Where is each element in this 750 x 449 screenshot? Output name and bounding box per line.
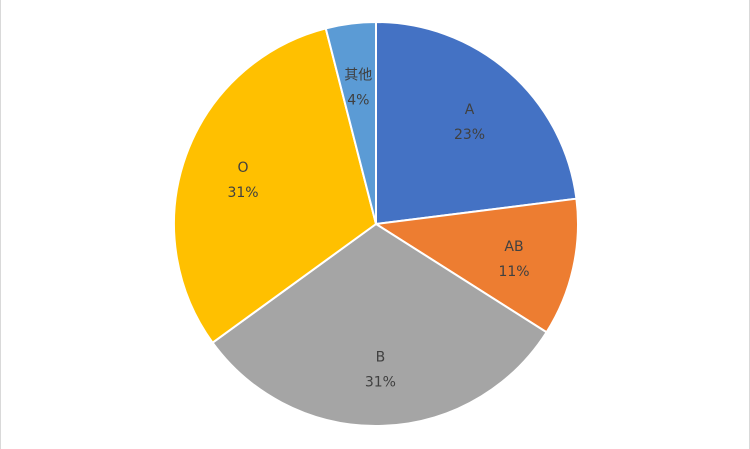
pie-slice-2 xyxy=(375,197,579,334)
pie-slices xyxy=(173,21,579,427)
pie-slice-3 xyxy=(211,223,548,427)
slice-category-label-5: 其他 xyxy=(344,68,372,84)
slice-category-label-4: O xyxy=(237,160,248,176)
slice-percent-label-1: 23% xyxy=(454,127,485,143)
pie-labels: A 23% AB 11% B 31% O 31% 其他 4% xyxy=(227,68,529,391)
pie-slice-1 xyxy=(375,21,578,225)
slice-percent-label-3: 31% xyxy=(365,374,396,390)
slice-category-label-1: A xyxy=(465,102,475,118)
slice-category-label-3: B xyxy=(376,349,386,365)
slice-percent-label-5: 4% xyxy=(347,93,369,109)
slice-percent-label-2: 11% xyxy=(498,264,529,280)
pie-slice-4 xyxy=(173,27,377,344)
slice-category-label-2: AB xyxy=(504,239,523,255)
pie-slice-5 xyxy=(324,21,377,225)
slice-percent-label-4: 31% xyxy=(227,185,258,201)
